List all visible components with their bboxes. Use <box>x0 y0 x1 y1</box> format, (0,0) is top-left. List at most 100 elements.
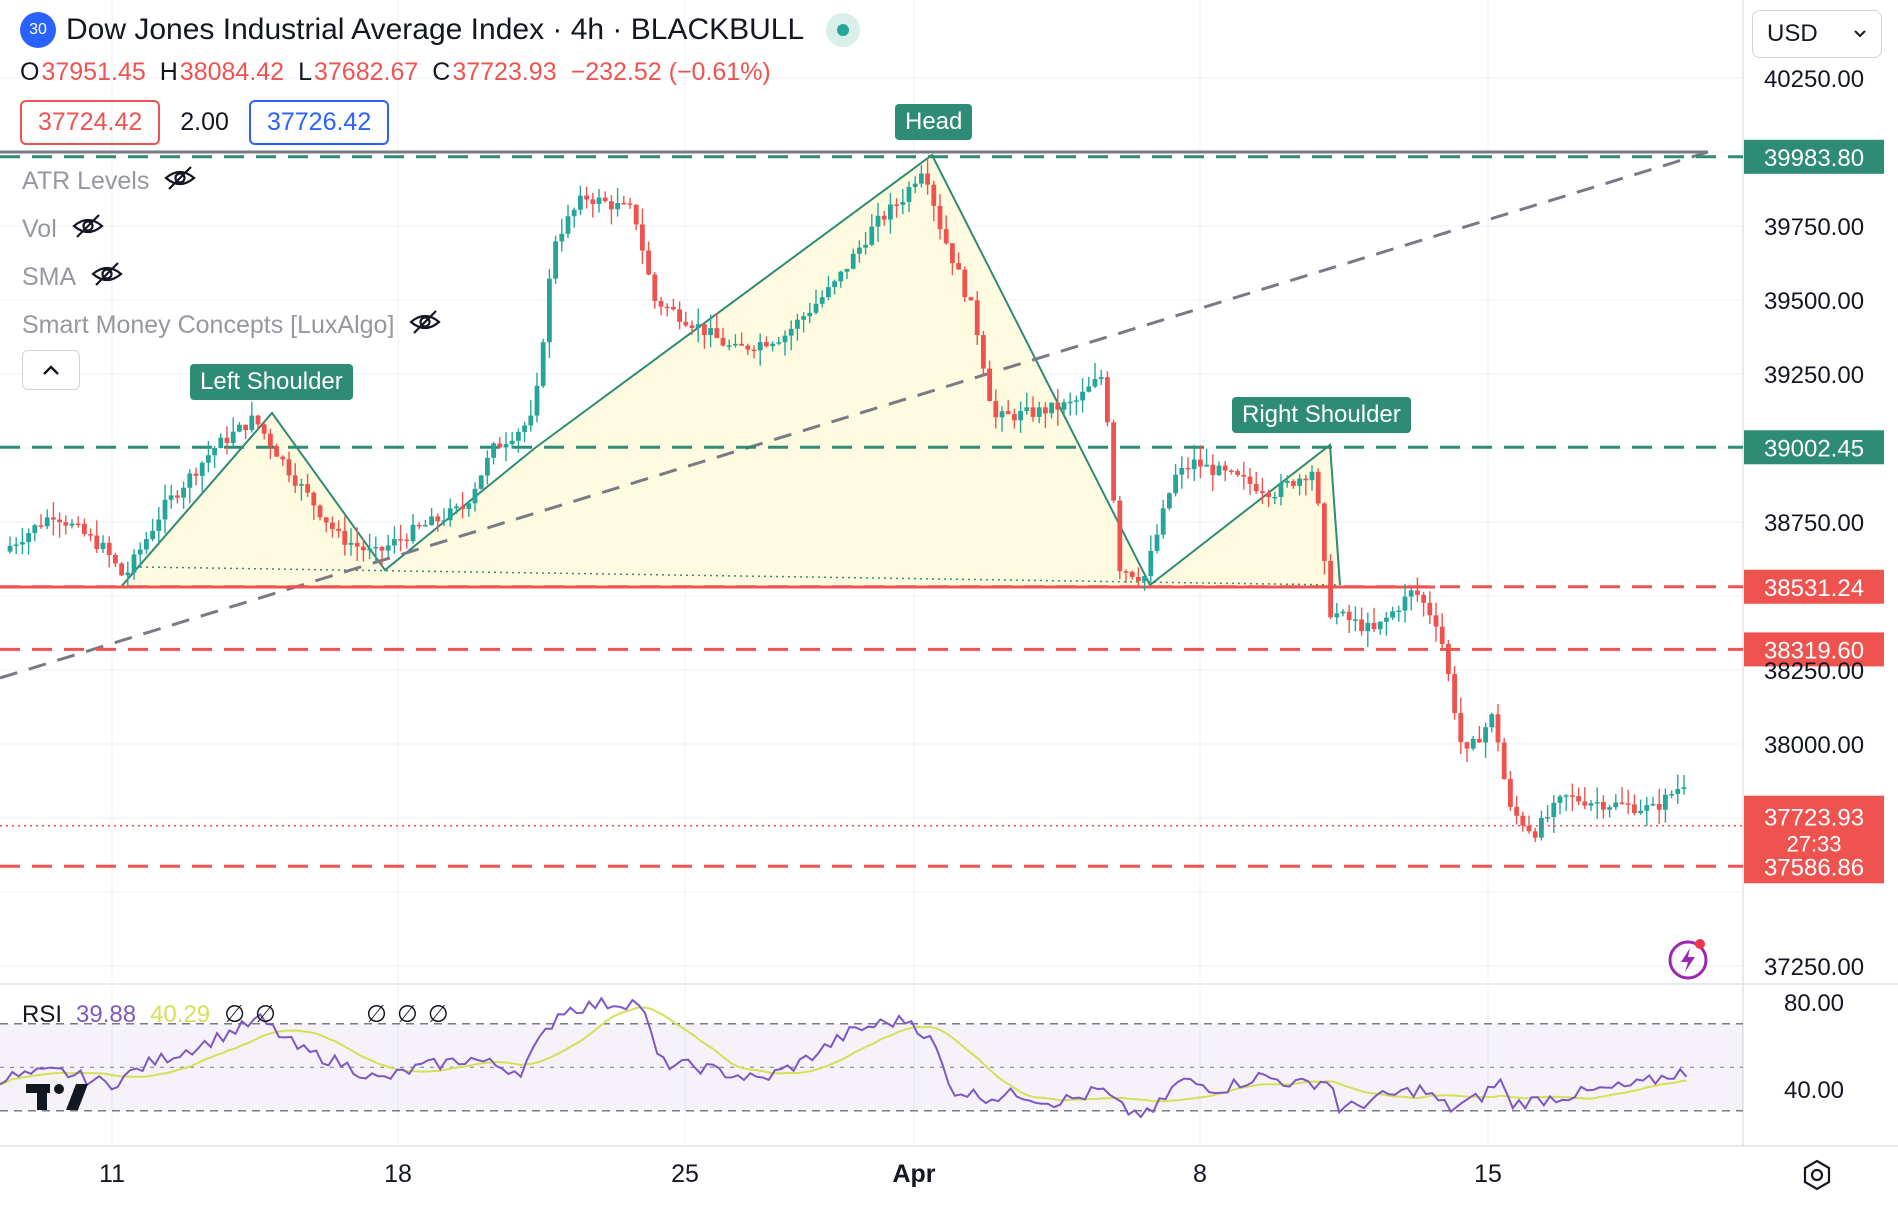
candle-body <box>1650 803 1656 806</box>
candle-body <box>274 446 279 457</box>
candle-body <box>850 253 856 269</box>
candle-body <box>1632 804 1637 814</box>
candle-body <box>1501 742 1507 779</box>
candle-body <box>751 349 757 352</box>
candle-body <box>435 516 441 522</box>
candle-body <box>230 431 236 443</box>
left-shoulder-label: Left Shoulder <box>190 364 353 400</box>
y-axis-tick-label: 39750.00 <box>1764 214 1864 241</box>
candle-body <box>640 224 645 251</box>
candle-body <box>695 324 701 328</box>
collapse-legend-button[interactable] <box>22 350 80 390</box>
indicator-atr-levels[interactable]: ATR Levels <box>22 164 197 199</box>
candle-body <box>1489 714 1495 728</box>
eye-hidden-icon[interactable] <box>90 260 124 295</box>
rsi-legend[interactable]: RSI 39.88 40.29 ∅ ∅ ∅ ∅ ∅ <box>22 1000 459 1029</box>
candle-body <box>1495 714 1501 743</box>
candle-body <box>677 309 682 322</box>
tradingview-logo-icon[interactable] <box>26 1082 90 1117</box>
candle-body <box>745 345 751 350</box>
sell-price-button[interactable]: 37724.42 <box>20 100 161 145</box>
rsi-axis-tick-label: 40.00 <box>1784 1077 1844 1104</box>
market-status-icon <box>826 13 861 47</box>
candle-body <box>131 554 137 573</box>
candle-body <box>156 519 162 531</box>
candle-body <box>881 215 887 220</box>
candle-body <box>1470 738 1476 749</box>
rsi-null-value: ∅ <box>365 1001 387 1028</box>
candle-body <box>1377 621 1383 630</box>
candle-body <box>999 411 1005 418</box>
candle-body <box>1179 467 1185 475</box>
candle-body <box>1229 470 1234 473</box>
eye-hidden-icon[interactable] <box>163 164 197 199</box>
symbol-badge[interactable]: 30 <box>20 12 56 48</box>
y-axis-tick-label: 39250.00 <box>1764 362 1864 389</box>
candle-body <box>633 204 639 225</box>
candle-body <box>1576 796 1581 802</box>
candle-body <box>757 342 763 351</box>
y-axis-tick-label: 40250.00 <box>1764 66 1864 93</box>
price-level-label: 39002.45 <box>1764 435 1864 462</box>
candle-body <box>1018 411 1023 421</box>
candle-body <box>1129 571 1135 577</box>
flash-icon[interactable] <box>1666 936 1710 985</box>
currency-select[interactable]: USD <box>1752 10 1882 58</box>
eye-hidden-icon[interactable] <box>408 308 442 343</box>
chart-title[interactable]: Dow Jones Industrial Average Index · 4h … <box>66 13 805 46</box>
candle-body <box>1508 778 1513 807</box>
candle-body <box>299 484 304 486</box>
candle-body <box>565 216 571 234</box>
candle-body <box>1619 802 1625 805</box>
eye-hidden-icon[interactable] <box>71 212 105 247</box>
candle-body <box>1402 596 1408 611</box>
indicator-smart-money-concepts[interactable]: Smart Money Concepts [LuxAlgo] <box>22 308 442 343</box>
candle-body <box>1222 465 1228 471</box>
candle-body <box>596 197 602 205</box>
candle-body <box>1067 401 1073 404</box>
candle-body <box>813 303 819 313</box>
candle-body <box>1408 590 1414 597</box>
candle-body <box>931 184 937 206</box>
candle-body <box>912 183 918 188</box>
x-axis-tick-label: 18 <box>384 1160 412 1188</box>
candle-body <box>875 215 881 227</box>
candle-body <box>392 539 397 546</box>
chevron-up-icon <box>43 365 59 375</box>
candle-body <box>187 473 193 488</box>
candle-body <box>720 337 726 346</box>
candle-body <box>652 274 658 301</box>
candle-body <box>1160 508 1166 535</box>
candle-body <box>516 432 521 441</box>
rsi-ma-line <box>0 1006 1687 1103</box>
candle-body <box>1123 571 1129 573</box>
buy-price-button[interactable]: 37726.42 <box>248 100 390 145</box>
candle-body <box>1452 674 1457 714</box>
indicator-sma[interactable]: SMA <box>22 260 124 295</box>
candle-body <box>1061 402 1067 410</box>
candle-body <box>106 542 112 555</box>
indicator-label: Vol <box>22 215 57 243</box>
candle-body <box>1340 611 1346 614</box>
candle-body <box>528 415 534 426</box>
rsi-value: 39.88 <box>76 1000 137 1028</box>
price-level-label: 39983.80 <box>1764 145 1864 172</box>
candle-body <box>1036 407 1042 417</box>
candle-body <box>342 530 348 545</box>
candle-body <box>807 312 813 317</box>
candle-body <box>1644 805 1650 811</box>
candle-body <box>441 520 447 522</box>
indicator-vol[interactable]: Vol <box>22 212 105 247</box>
candle-body <box>224 437 230 443</box>
candle-body <box>950 243 955 264</box>
candle-body <box>1241 474 1247 477</box>
indicator-label: Smart Money Concepts [LuxAlgo] <box>22 311 395 339</box>
candle-body <box>361 546 366 551</box>
settings-gear-icon[interactable] <box>1800 1158 1834 1197</box>
candle-body <box>206 455 211 463</box>
candle-body <box>416 524 422 527</box>
candle-body <box>63 522 69 526</box>
candle-body <box>497 443 503 448</box>
candle-body <box>32 525 38 534</box>
